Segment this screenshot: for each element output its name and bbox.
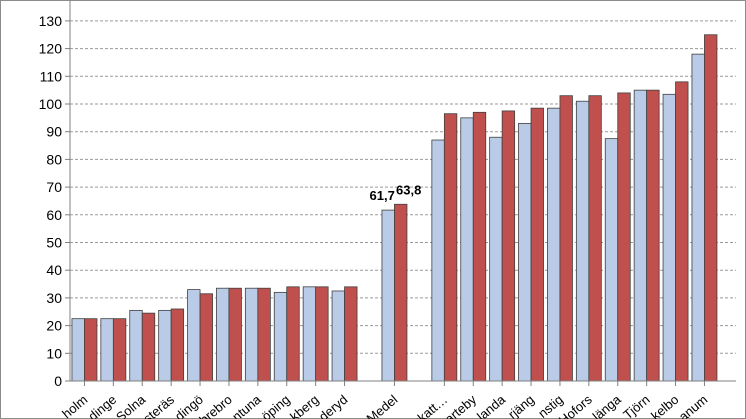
bar [100,318,114,382]
data-labels: 61,7 63,8 [370,182,422,203]
x-category-label: ntuna [229,391,264,419]
bar [158,309,172,382]
x-category-label: deryd [316,392,351,419]
bar [575,100,590,382]
bar [691,53,705,382]
y-tick-label: 130 [39,13,63,29]
bar [112,318,127,382]
x-axis-labels: holmdingeSolnasteräsdingöbrebrontunaöpin… [59,391,710,419]
bar [141,312,156,382]
bar [71,318,85,382]
bar [443,113,458,382]
bar [588,95,602,382]
bar [381,209,395,382]
y-tick-label: 60 [46,207,62,223]
x-category-label: anum [676,392,711,419]
bar [704,34,718,382]
bar [302,286,317,382]
bar [228,287,242,382]
bar [273,291,288,382]
bar [129,309,143,382]
y-tick-label: 20 [46,318,62,334]
x-category-label: rjäng [505,392,537,419]
bar [559,95,573,382]
data-label: 61,7 [370,188,395,203]
x-category-label: Tjörn [620,392,652,419]
bar [394,203,408,382]
bar [675,81,689,382]
x-category-label: Medel [364,392,401,419]
y-tick-label: 10 [46,345,62,361]
y-tick-label: 30 [46,290,62,306]
bar [501,110,516,382]
bar [604,138,619,382]
bar [84,318,98,382]
x-category-label: holm [59,392,90,419]
bar [617,92,631,382]
bar [257,287,271,382]
x-category-label: landa [474,391,509,419]
bar [315,286,329,382]
y-tick-label: 120 [39,41,63,57]
bar [547,107,561,382]
bar [489,136,503,382]
axes [69,0,736,386]
bar [472,111,487,382]
bar [344,286,358,382]
x-category-label: steräs [140,391,177,419]
bar [331,290,345,382]
y-tick-label: 110 [40,68,63,84]
y-tick-label: 90 [46,124,62,140]
y-tick-label: 50 [46,235,62,251]
bar [662,93,676,382]
y-tick-label: 70 [46,179,62,195]
y-tick-label: 100 [39,96,63,112]
bar [244,287,259,382]
bar [518,122,532,382]
x-category-label: länga [590,391,625,419]
bar [216,287,230,382]
bar [170,308,185,382]
y-axis-ticks: 0 10 20 30 40 50 60 70 80 90 100 110 120 130 [39,13,70,389]
bar [199,293,213,382]
y-tick-label: 0 [54,373,62,389]
x-category-label: kberg [287,392,322,419]
bars [71,34,718,382]
data-label: 63,8 [396,182,421,197]
bar [530,107,544,382]
bar [286,286,300,382]
bar [431,139,445,382]
bar [460,117,474,382]
bar [646,89,660,382]
bar [633,89,648,382]
y-tick-label: 40 [46,262,62,278]
y-tick-label: 80 [46,151,62,167]
bar [187,289,201,382]
